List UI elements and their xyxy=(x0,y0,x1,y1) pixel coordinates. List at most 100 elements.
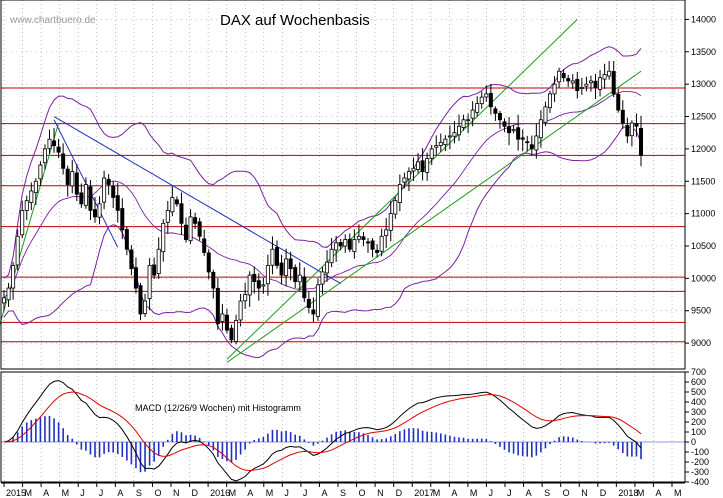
candle-up xyxy=(325,261,330,274)
candle-up xyxy=(447,135,452,138)
x-tick-label: D xyxy=(192,488,199,498)
candle-up xyxy=(97,203,102,218)
candle-up xyxy=(456,125,461,136)
candle-up xyxy=(6,287,11,301)
candle-up xyxy=(416,161,421,170)
candle-up xyxy=(188,216,193,242)
candle-down xyxy=(183,224,188,240)
watermark: www.chartbuero.de xyxy=(9,15,96,26)
candlesticks xyxy=(2,61,644,345)
candle-down xyxy=(279,262,284,276)
candle-up xyxy=(411,167,416,172)
candle-up xyxy=(534,135,539,151)
candle-down xyxy=(566,78,571,82)
candle-down xyxy=(174,199,179,205)
x-tick-label: M xyxy=(470,488,478,498)
candle-up xyxy=(475,103,480,113)
x-tick-label: J xyxy=(507,488,512,498)
candle-up xyxy=(379,235,384,252)
x-tick-label: 2015 xyxy=(6,488,26,498)
candle-up xyxy=(356,235,361,240)
candle-up xyxy=(20,209,25,236)
y-tick-label: 10500 xyxy=(691,241,716,251)
x-tick-label: 2018 xyxy=(618,488,638,498)
x-tick-label: J xyxy=(80,488,85,498)
candle-down xyxy=(61,153,66,169)
candle-down xyxy=(507,126,512,134)
candle-down xyxy=(74,172,79,195)
x-tick-label: S xyxy=(544,488,550,498)
candle-down xyxy=(197,221,202,237)
candle-up xyxy=(352,239,357,252)
candle-down xyxy=(529,144,534,150)
x-tick-label: A xyxy=(451,488,457,498)
candle-down xyxy=(502,121,507,127)
support-resistance-lines xyxy=(1,87,685,343)
x-tick-label: N xyxy=(173,488,180,498)
candle-up xyxy=(147,265,152,299)
candle-up xyxy=(570,80,575,84)
candle-down xyxy=(306,298,311,308)
candle-down xyxy=(288,258,293,270)
x-tick-label: J xyxy=(284,488,289,498)
x-tick-label: M xyxy=(266,488,274,498)
macd-y-tick-label: -300 xyxy=(691,467,709,477)
candle-up xyxy=(538,119,543,139)
candle-up xyxy=(2,297,7,304)
candle-up xyxy=(270,248,275,266)
x-tick-label: M xyxy=(433,488,441,498)
x-tick-label: O xyxy=(154,488,161,498)
candle-down xyxy=(133,267,138,289)
x-tick-label: S xyxy=(136,488,142,498)
candle-down xyxy=(88,186,93,211)
candle-up xyxy=(29,190,34,203)
trend-lines xyxy=(0,19,642,363)
x-tick-label: M xyxy=(25,488,33,498)
candle-up xyxy=(38,164,43,180)
candle-up xyxy=(511,129,516,132)
y-tick-label: 9000 xyxy=(691,338,711,348)
candle-down xyxy=(338,242,343,247)
candle-down xyxy=(129,249,134,270)
candle-down xyxy=(224,314,229,331)
x-tick-label: S xyxy=(340,488,346,498)
candle-up xyxy=(334,242,339,251)
candle-down xyxy=(611,71,616,95)
candle-up xyxy=(429,148,434,159)
bollinger-upper xyxy=(3,46,642,279)
candle-up xyxy=(343,239,348,247)
candle-down xyxy=(293,267,298,283)
candle-up xyxy=(397,184,402,203)
candle-down xyxy=(138,285,143,315)
candle-up xyxy=(329,248,334,264)
x-tick-label: N xyxy=(581,488,588,498)
macd-y-tick-label: 200 xyxy=(691,417,706,427)
candle-down xyxy=(311,309,316,315)
y-tick-label: 14000 xyxy=(691,14,716,24)
candle-up xyxy=(598,77,603,90)
downtrend-line xyxy=(53,116,341,284)
candle-up xyxy=(33,180,38,194)
candle-up xyxy=(443,138,448,145)
candle-up xyxy=(552,83,557,95)
candle-down xyxy=(215,287,220,325)
candle-down xyxy=(211,271,216,289)
y-tick-label: 13000 xyxy=(691,79,716,89)
candle-down xyxy=(302,276,307,299)
candle-up xyxy=(161,222,166,253)
x-tick-label: M xyxy=(674,488,682,498)
candle-down xyxy=(497,113,502,121)
macd-panel xyxy=(1,380,685,482)
x-tick-label: A xyxy=(117,488,123,498)
candle-up xyxy=(11,265,16,289)
x-tick-label: D xyxy=(600,488,607,498)
channel-lower xyxy=(226,70,642,363)
candle-up xyxy=(479,96,484,105)
macd-y-tick-label: -100 xyxy=(691,447,709,457)
x-tick-label: J xyxy=(488,488,493,498)
candle-down xyxy=(516,127,521,140)
candle-down xyxy=(361,236,366,240)
candle-down xyxy=(115,195,120,211)
candle-up xyxy=(629,122,634,137)
candle-down xyxy=(52,140,57,147)
